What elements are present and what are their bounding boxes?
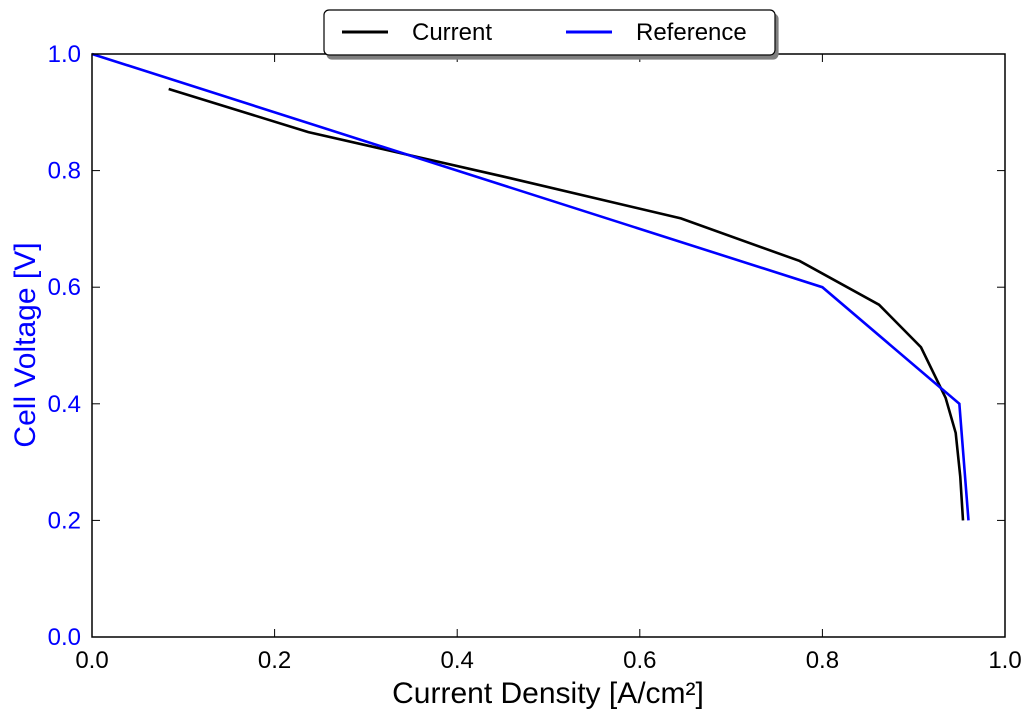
series-layer [91, 52, 970, 521]
y-tick-label: 1.0 [48, 41, 81, 68]
y-axis-title: Cell Voltage [V] [9, 242, 42, 447]
series-current-line [168, 87, 965, 521]
x-tick-label: 0.8 [806, 647, 839, 674]
x-tick-label: 1.0 [988, 647, 1021, 674]
x-tick-label: 0.4 [441, 647, 474, 674]
series-reference-line [91, 52, 970, 521]
series-current-group [168, 87, 965, 521]
x-axis-title: Current Density [A/cm²] [392, 677, 704, 710]
legend-label-current: Current [412, 19, 492, 46]
plot-area [92, 54, 1005, 637]
legend-box [323, 9, 776, 56]
y-tick-label: 0.4 [48, 391, 81, 418]
legend-label-reference: Reference [636, 19, 747, 46]
legend: Current Reference [323, 9, 776, 56]
x-tick-label: 0.0 [75, 647, 108, 674]
x-tick-label: 0.6 [623, 647, 656, 674]
y-tick-label: 0.6 [48, 274, 81, 301]
x-tick-label: 0.2 [258, 647, 291, 674]
series-reference-group [91, 52, 970, 521]
y-tick-label: 0.2 [48, 507, 81, 534]
y-axis-tick-labels: 0.0 0.2 0.4 0.6 0.8 1.0 [48, 41, 81, 651]
y-tick-label: 0.8 [48, 158, 81, 185]
y-tick-label: 0.0 [48, 624, 81, 651]
x-axis-tick-labels: 0.0 0.2 0.4 0.6 0.8 1.0 [75, 647, 1021, 674]
